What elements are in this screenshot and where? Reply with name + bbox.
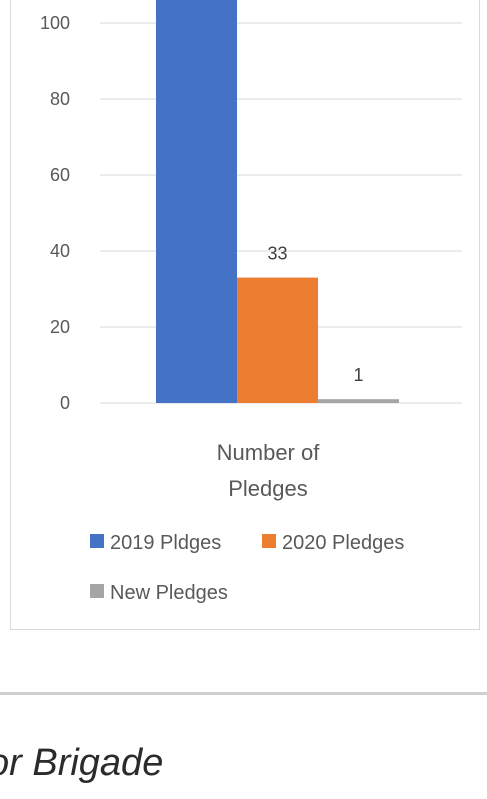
y-tick-label: 0 [60,393,70,413]
y-tick-label: 20 [50,317,70,337]
bar-chart: 0 20 40 60 80 100 33 1 Number of Pledges 2019 Pld… [40,0,462,604]
y-tick-label: 40 [50,241,70,261]
legend-entry: New Pledges [110,582,228,604]
category-label: Pledges [228,476,308,501]
legend-entry: 2020 Pledges [282,532,404,554]
legend-swatch [90,534,104,548]
y-tick-label: 60 [50,165,70,185]
data-label: 33 [267,244,287,264]
legend-entry: 2019 Pldges [110,532,221,554]
legend-swatch [90,584,104,598]
bars [156,0,399,403]
category-label: Number of [217,440,321,465]
legend: 2019 Pldges 2020 Pledges New Pledges [90,532,404,604]
bar-new-pledges [318,399,399,403]
section-divider [0,692,487,695]
y-tick-label: 100 [40,13,70,33]
y-tick-label: 80 [50,89,70,109]
caption-text: or Brigade [0,742,164,784]
labels: 0 20 40 60 80 100 33 1 Number of Pledges [40,13,364,501]
bar-2019-pldges [156,0,237,403]
legend-swatch [262,534,276,548]
bar-2020-pledges [237,277,318,403]
data-label: 1 [353,365,363,385]
